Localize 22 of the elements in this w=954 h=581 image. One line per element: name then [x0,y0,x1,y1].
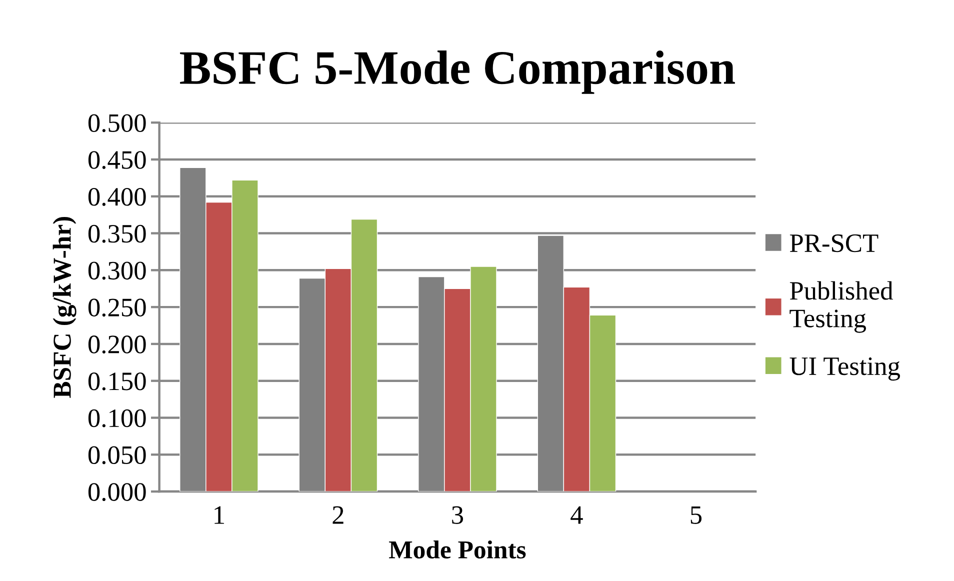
y-tick-label: 0.300 [88,262,146,280]
y-tick-label: 0.350 [88,224,146,243]
legend-label: UI Testing [790,357,900,381]
legend-label: PR-SCT [790,234,878,252]
y-tick-label: 0.000 [88,483,146,502]
x-tick-label: 5 [690,506,702,524]
y-tick-label: 0.450 [88,151,146,170]
x-tick-label: 3 [452,506,464,524]
y-tick-label: 0.500 [88,114,146,132]
x-tick-label: 1 [214,506,224,524]
chart-title: BSFC 5-Mode Comparison [180,50,735,94]
x-tick-label: 2 [332,506,344,524]
legend-label: Published Testing [790,281,893,333]
x-axis-title: Mode Points [389,540,526,559]
y-tick-label: 0.150 [88,372,146,390]
y-tick-label: 0.100 [88,409,146,428]
y-tick-label: 0.200 [88,336,146,354]
y-tick-label: 0.250 [88,298,146,317]
y-axis-title: BSFC (g/kW-hr) [52,216,76,398]
y-tick-label: 0.400 [88,188,146,206]
y-tick-label: 0.050 [88,446,146,464]
x-tick-label: 4 [570,506,583,524]
